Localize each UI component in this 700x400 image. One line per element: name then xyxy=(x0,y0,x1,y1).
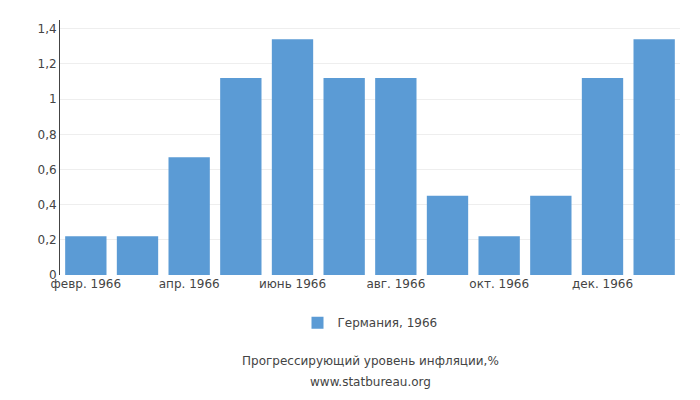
svg-text:0,4: 0,4 xyxy=(38,198,57,212)
svg-text:апр. 1966: апр. 1966 xyxy=(159,277,220,291)
svg-text:окт. 1966: окт. 1966 xyxy=(469,277,529,291)
svg-text:1: 1 xyxy=(49,92,57,106)
svg-text:www.statbureau.org: www.statbureau.org xyxy=(310,375,431,389)
svg-text:1,4: 1,4 xyxy=(38,22,57,36)
svg-text:Германия, 1966: Германия, 1966 xyxy=(338,316,438,330)
svg-text:авг. 1966: авг. 1966 xyxy=(366,277,425,291)
svg-text:0,2: 0,2 xyxy=(38,233,57,247)
svg-text:1,2: 1,2 xyxy=(38,57,57,71)
svg-text:0: 0 xyxy=(49,268,57,282)
svg-text:Прогрессирующий уровень инфляц: Прогрессирующий уровень инфляции,% xyxy=(242,354,499,368)
svg-text:февр. 1966: февр. 1966 xyxy=(51,277,122,291)
svg-text:0,6: 0,6 xyxy=(38,163,57,177)
svg-text:0,8: 0,8 xyxy=(38,128,57,142)
svg-text:июнь 1966: июнь 1966 xyxy=(259,277,326,291)
svg-text:дек. 1966: дек. 1966 xyxy=(572,277,633,291)
